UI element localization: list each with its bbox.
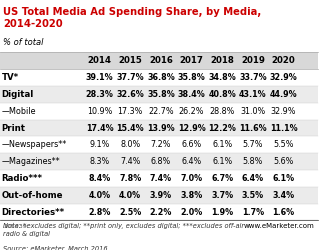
Bar: [0, 69, 318, 86]
Text: 17.3%: 17.3%: [118, 107, 143, 116]
Text: 2017: 2017: [180, 56, 204, 66]
Text: 32.9%: 32.9%: [270, 73, 298, 82]
Text: 34.8%: 34.8%: [208, 73, 236, 82]
Text: 3.4%: 3.4%: [273, 191, 295, 200]
Text: 8.4%: 8.4%: [88, 174, 111, 183]
Text: 6.7%: 6.7%: [211, 174, 233, 183]
Text: 28.3%: 28.3%: [86, 90, 113, 99]
Text: 5.5%: 5.5%: [274, 140, 294, 149]
Text: 7.2%: 7.2%: [151, 140, 171, 149]
Text: 35.8%: 35.8%: [147, 90, 175, 99]
Text: 4.0%: 4.0%: [89, 191, 111, 200]
Text: Print: Print: [2, 124, 25, 132]
Text: 44.9%: 44.9%: [270, 90, 297, 99]
Text: 5.8%: 5.8%: [243, 157, 263, 166]
Text: 28.8%: 28.8%: [210, 107, 235, 116]
Text: 1.7%: 1.7%: [242, 208, 264, 216]
Bar: [0, 136, 318, 153]
Bar: [0, 120, 318, 136]
Text: 32.9%: 32.9%: [271, 107, 296, 116]
Text: 6.1%: 6.1%: [212, 157, 232, 166]
Text: 15.4%: 15.4%: [116, 124, 144, 132]
Text: % of total: % of total: [3, 38, 44, 48]
Text: 12.9%: 12.9%: [178, 124, 205, 132]
Text: www.eMarketer.com: www.eMarketer.com: [244, 223, 315, 229]
Text: 2014: 2014: [88, 56, 111, 66]
Text: 2015: 2015: [118, 56, 142, 66]
Text: 8.3%: 8.3%: [89, 157, 110, 166]
Text: 2020: 2020: [272, 56, 295, 66]
Bar: [0, 103, 318, 120]
Text: 6.4%: 6.4%: [182, 157, 202, 166]
Text: 205439: 205439: [3, 224, 27, 229]
Text: —Newspapers**: —Newspapers**: [2, 140, 67, 149]
Text: Digital: Digital: [2, 90, 34, 99]
Text: 13.9%: 13.9%: [147, 124, 175, 132]
Text: 2.0%: 2.0%: [181, 208, 203, 216]
Text: 3.5%: 3.5%: [242, 191, 264, 200]
Text: 5.7%: 5.7%: [243, 140, 263, 149]
Text: Out-of-home: Out-of-home: [2, 191, 63, 200]
Text: 2018: 2018: [210, 56, 234, 66]
Text: 6.6%: 6.6%: [182, 140, 202, 149]
Text: 2.8%: 2.8%: [88, 208, 111, 216]
Text: 8.0%: 8.0%: [120, 140, 141, 149]
Text: 3.8%: 3.8%: [181, 191, 203, 200]
Text: 3.7%: 3.7%: [211, 191, 233, 200]
Text: 6.4%: 6.4%: [242, 174, 264, 183]
Text: 39.1%: 39.1%: [86, 73, 113, 82]
Text: 36.8%: 36.8%: [147, 73, 175, 82]
Text: 22.7%: 22.7%: [148, 107, 174, 116]
Text: 33.7%: 33.7%: [239, 73, 267, 82]
Text: 11.1%: 11.1%: [270, 124, 297, 132]
Bar: [0, 204, 318, 220]
Text: 7.4%: 7.4%: [150, 174, 172, 183]
Text: —Magazines**: —Magazines**: [2, 157, 60, 166]
Text: 10.9%: 10.9%: [87, 107, 112, 116]
Text: —Mobile: —Mobile: [2, 107, 36, 116]
Bar: [0, 86, 318, 103]
Text: 17.4%: 17.4%: [86, 124, 113, 132]
Text: 6.1%: 6.1%: [273, 174, 295, 183]
Text: 3.9%: 3.9%: [150, 191, 172, 200]
Text: 37.7%: 37.7%: [116, 73, 144, 82]
Text: 5.6%: 5.6%: [274, 157, 294, 166]
Text: 40.8%: 40.8%: [208, 90, 236, 99]
Text: 2.2%: 2.2%: [150, 208, 172, 216]
Text: 1.9%: 1.9%: [211, 208, 233, 216]
Text: 2016: 2016: [149, 56, 173, 66]
Text: TV*: TV*: [2, 73, 19, 82]
Bar: [0, 187, 318, 204]
Text: 12.2%: 12.2%: [208, 124, 236, 132]
Text: 31.0%: 31.0%: [240, 107, 266, 116]
Text: 2.5%: 2.5%: [119, 208, 141, 216]
Text: 2019: 2019: [241, 56, 265, 66]
Text: 7.4%: 7.4%: [120, 157, 141, 166]
Text: 1.6%: 1.6%: [273, 208, 295, 216]
Text: 43.1%: 43.1%: [239, 90, 267, 99]
Text: 26.2%: 26.2%: [179, 107, 204, 116]
Bar: [0, 170, 318, 187]
Text: Source: eMarketer, March 2016: Source: eMarketer, March 2016: [3, 246, 108, 250]
Text: 4.0%: 4.0%: [119, 191, 141, 200]
Text: 7.8%: 7.8%: [119, 174, 141, 183]
Text: Note: *excludes digital; **print only, excludes digital; ***excludes off-air
rad: Note: *excludes digital; **print only, e…: [3, 223, 244, 236]
Text: 9.1%: 9.1%: [89, 140, 110, 149]
Text: Radio***: Radio***: [2, 174, 43, 183]
Text: 32.6%: 32.6%: [116, 90, 144, 99]
Text: 6.8%: 6.8%: [151, 157, 171, 166]
Bar: [0, 153, 318, 170]
Text: 38.4%: 38.4%: [178, 90, 205, 99]
Bar: [0, 52, 318, 69]
Text: Directories**: Directories**: [2, 208, 65, 216]
Text: 35.8%: 35.8%: [178, 73, 205, 82]
Text: 7.0%: 7.0%: [181, 174, 203, 183]
Text: US Total Media Ad Spending Share, by Media,
2014-2020: US Total Media Ad Spending Share, by Med…: [3, 7, 261, 30]
Text: 6.1%: 6.1%: [212, 140, 232, 149]
Text: 11.6%: 11.6%: [239, 124, 267, 132]
